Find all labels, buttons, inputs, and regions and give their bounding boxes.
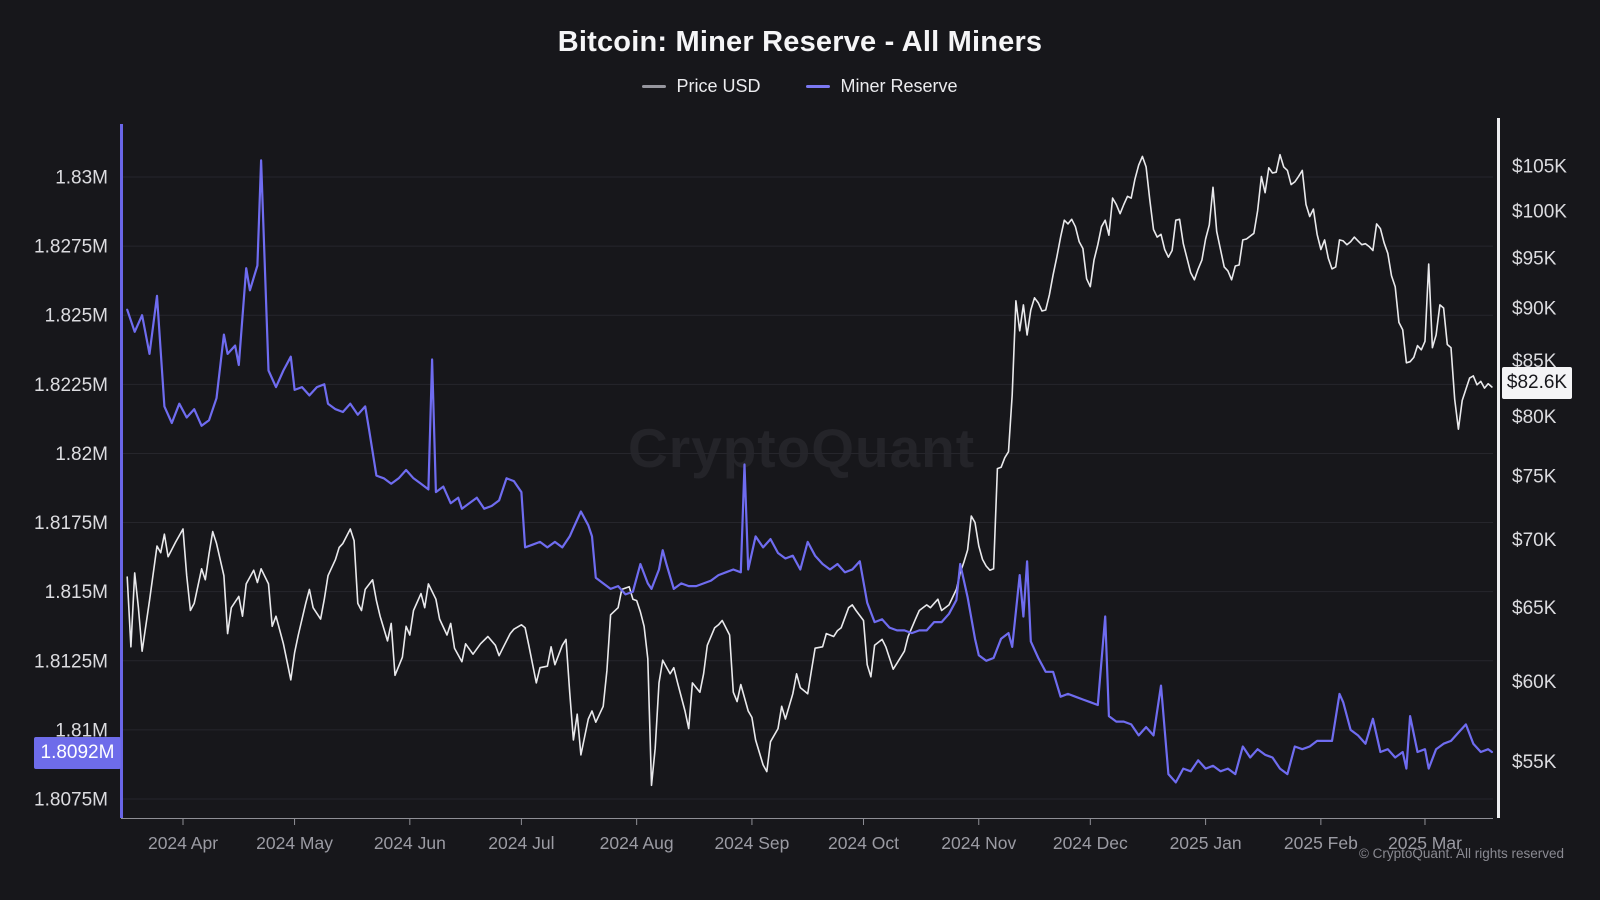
cryptoquant-watermark: CryptoQuant — [628, 417, 976, 479]
right-axis-tick-label: $105K — [1512, 157, 1567, 178]
miner-reserve-line — [126, 159, 1494, 784]
right-axis-tick-label: $70K — [1512, 530, 1557, 551]
x-axis-tick-label: 2025 Jan — [1170, 833, 1242, 853]
price-line-swatch-icon — [642, 85, 667, 88]
x-axis-tick-label: 2024 Aug — [600, 833, 674, 853]
x-axis-tick-label: 2024 Sep — [714, 833, 789, 853]
x-axis-tick-label: 2024 Apr — [148, 833, 218, 853]
copyright-notice: © CryptoQuant. All rights reserved — [1358, 846, 1564, 861]
miner-reserve-last-value-badge: 1.8092M — [34, 737, 121, 769]
legend-item-price-usd[interactable]: Price USD — [642, 76, 760, 97]
legend: Price USD Miner Reserve — [0, 76, 1600, 97]
right-axis-tick-label: $65K — [1512, 598, 1557, 619]
left-axis-tick-label: 1.8225M — [34, 375, 108, 396]
right-axis-tick-label: $75K — [1512, 466, 1557, 487]
x-axis-tick-label: 2025 Feb — [1284, 833, 1358, 853]
x-axis-tick-label: 2024 Jul — [488, 833, 554, 853]
left-axis-tick-label: 1.825M — [45, 306, 108, 327]
right-axis-tick-label: $100K — [1512, 201, 1567, 222]
x-axis-tick-label: 2024 Oct — [828, 833, 899, 853]
x-axis-tick-label: 2024 Jun — [374, 833, 446, 853]
left-axis-tick-label: 1.81M — [55, 720, 108, 741]
price-last-value-badge: $82.6K — [1502, 367, 1572, 399]
legend-item-miner-reserve[interactable]: Miner Reserve — [806, 76, 958, 97]
left-axis-tick-label: 1.82M — [55, 444, 108, 465]
right-axis-tick-label: $85K — [1512, 351, 1557, 372]
legend-label-miner: Miner Reserve — [840, 76, 958, 96]
left-axis-tick-label: 1.83M — [55, 168, 108, 189]
left-axis-tick-label: 1.8125M — [34, 651, 108, 672]
right-axis-tick-label: $55K — [1512, 752, 1557, 773]
right-axis-tick-label: $80K — [1512, 407, 1557, 428]
price-line — [126, 153, 1493, 787]
right-axis-tick-label: $95K — [1512, 249, 1557, 270]
x-axis-tick-label: 2024 Nov — [941, 833, 1016, 853]
right-axis-tick-label: $60K — [1512, 672, 1557, 693]
page-title: Bitcoin: Miner Reserve - All Miners — [557, 26, 1043, 58]
left-axis-tick-label: 1.8175M — [34, 513, 108, 534]
right-axis-tick-label: $90K — [1512, 298, 1557, 319]
left-axis-tick-label: 1.815M — [45, 582, 108, 603]
x-axis-tick-label: 2024 Dec — [1053, 833, 1128, 853]
left-axis-tick-label: 1.8275M — [34, 237, 108, 258]
legend-label-price: Price USD — [676, 76, 761, 96]
left-axis-tick-label: 1.8075M — [34, 789, 108, 810]
miner-reserve-line-swatch-icon — [806, 85, 831, 88]
x-axis-tick-label: 2025 Mar — [1388, 833, 1462, 853]
x-axis-tick-label: 2024 May — [256, 833, 333, 853]
